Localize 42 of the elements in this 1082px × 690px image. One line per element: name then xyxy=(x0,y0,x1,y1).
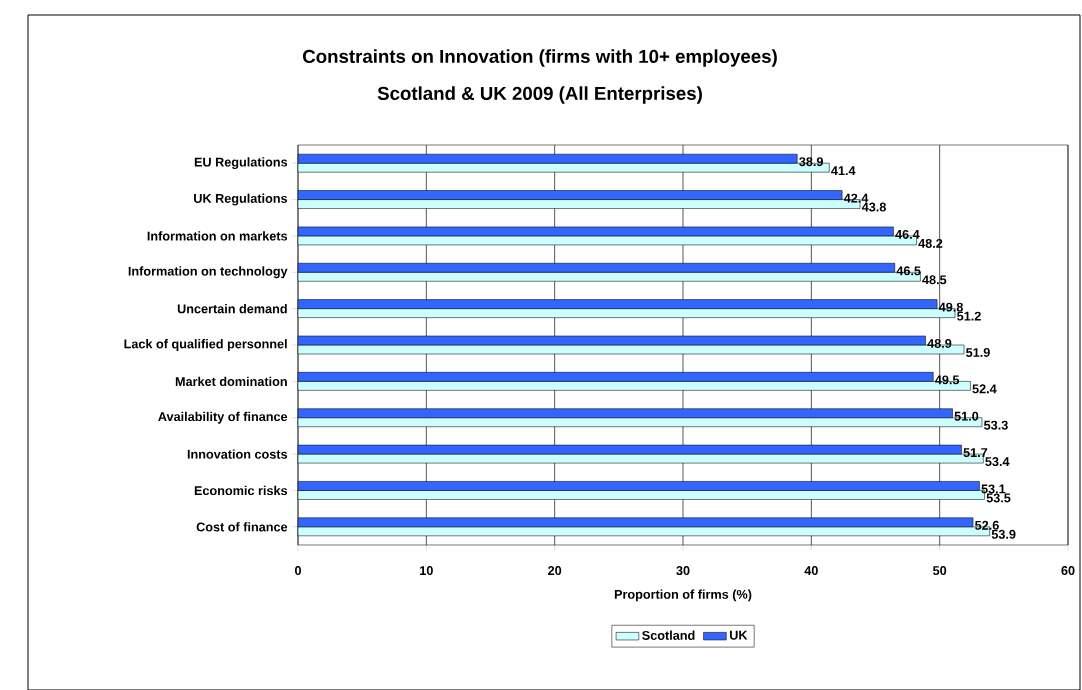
y-tick-label: Market domination xyxy=(175,376,287,386)
data-label: 53.5 xyxy=(986,493,1011,503)
x-tick-label: 50 xyxy=(933,565,947,575)
data-label: 52.4 xyxy=(972,384,997,394)
data-label: 51.2 xyxy=(957,311,981,321)
legend-label: Scotland xyxy=(642,630,695,640)
x-tick-label: 30 xyxy=(676,565,690,575)
data-label: 52.6 xyxy=(975,520,999,530)
y-tick-label: Innovation costs xyxy=(187,449,288,459)
data-label: 53.1 xyxy=(981,484,1006,494)
data-label: 38.9 xyxy=(799,156,824,166)
data-label: 51.0 xyxy=(954,411,979,421)
chart-title: Constraints on Innovation (firms with 10+ employees) xyxy=(303,49,777,67)
y-tick-label: UK Regulations xyxy=(194,193,288,206)
x-tick-label: 20 xyxy=(548,565,562,575)
data-label: 53.3 xyxy=(984,420,1008,430)
y-tick-label: Uncertain demand xyxy=(177,303,287,314)
y-tick-label: Economic risks xyxy=(194,485,288,495)
y-tick-label: Availability of finance xyxy=(158,411,288,424)
x-tick-label: 60 xyxy=(1061,565,1075,575)
data-label: 48.9 xyxy=(927,338,952,348)
data-label: 43.8 xyxy=(861,202,886,212)
data-label: 53.4 xyxy=(985,456,1010,466)
data-label: 51.9 xyxy=(966,347,990,357)
y-tick-label: Information on markets xyxy=(147,231,288,241)
chart-subtitle: Scotland & UK 2009 (All Enterprises) xyxy=(377,86,702,104)
y-tick-label: EU Regulations xyxy=(194,157,288,169)
y-tick-label: Cost of finance xyxy=(196,521,288,532)
data-label: 41.4 xyxy=(831,166,856,175)
data-label: 49.5 xyxy=(935,375,960,385)
x-axis-title: Proportion of firms (%) xyxy=(614,589,752,602)
y-tick-label: Information on technology xyxy=(128,266,288,278)
x-tick-label: 0 xyxy=(294,565,302,575)
y-tick-label: Lack of qualified personnel xyxy=(124,338,287,351)
data-label: 49.8 xyxy=(938,302,963,312)
data-label: 46.5 xyxy=(896,266,921,276)
x-tick-label: 40 xyxy=(804,565,818,575)
x-tick-label: 10 xyxy=(420,565,433,575)
legend-label: UK xyxy=(729,630,748,640)
data-label: 46.4 xyxy=(895,229,920,239)
data-label: 53.9 xyxy=(991,529,1016,539)
data-label: 51.7 xyxy=(963,447,988,457)
